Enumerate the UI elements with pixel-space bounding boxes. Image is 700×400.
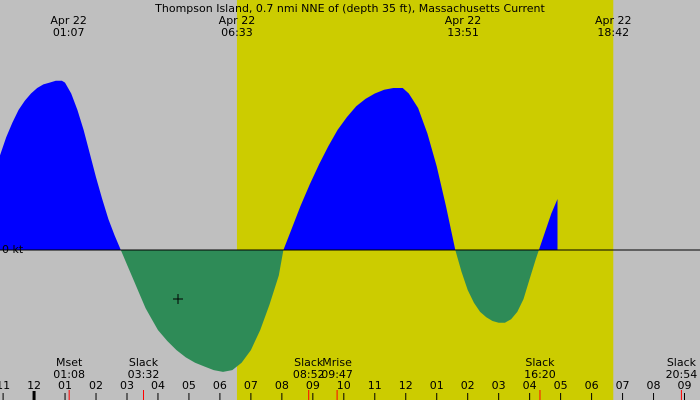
bottom-event-time: 20:54	[666, 368, 698, 381]
hour-tick-label: 02	[89, 379, 103, 392]
hour-tick-label: 07	[244, 379, 258, 392]
ebb-current-area	[120, 250, 284, 372]
top-event-date: Apr 22	[50, 14, 87, 27]
hour-tick-label: 04	[151, 379, 165, 392]
hour-tick-label: 03	[120, 379, 134, 392]
current-area-layer	[0, 80, 558, 372]
top-event-date: Apr 22	[595, 14, 632, 27]
bottom-event-label: Slack	[129, 356, 159, 369]
bottom-event-label: Mrise	[322, 356, 352, 369]
hour-tick-label: 08	[647, 379, 661, 392]
hour-tick-label: 11	[0, 379, 10, 392]
bottom-event-label: Slack	[667, 356, 697, 369]
top-event-date: Apr 22	[219, 14, 256, 27]
hour-tick-label: 07	[616, 379, 630, 392]
crosshair-icon	[173, 294, 183, 304]
chart-title: Thompson Island, 0.7 nmi NNE of (depth 3…	[154, 2, 545, 15]
hour-tick-label: 04	[523, 379, 537, 392]
top-event-time: 18:42	[597, 26, 629, 39]
top-event-date: Apr 22	[445, 14, 482, 27]
hour-tick-label: 11	[368, 379, 382, 392]
hour-tick-label: 12	[399, 379, 413, 392]
hour-tick-label: 05	[182, 379, 196, 392]
bottom-event-time: 08:52	[293, 368, 325, 381]
ebb-current-area	[455, 250, 539, 323]
hour-tick-label: 06	[213, 379, 227, 392]
flood-current-area	[538, 199, 558, 250]
hour-tick-label: 05	[554, 379, 568, 392]
bottom-event-label: Mset	[56, 356, 83, 369]
bottom-event-label: Slack	[525, 356, 555, 369]
bottom-event-label: Slack	[294, 356, 324, 369]
top-event-time: 06:33	[221, 26, 253, 39]
flood-current-area	[283, 88, 456, 250]
flood-current-area	[0, 80, 121, 250]
top-event-time: 01:07	[53, 26, 85, 39]
hour-tick-label: 10	[337, 379, 351, 392]
top-event-time: 13:51	[447, 26, 479, 39]
zero-label: 0 kt	[2, 243, 24, 256]
midnight-marker	[32, 391, 36, 400]
bottom-event-time: 01:08	[53, 368, 85, 381]
bottom-event-time: 03:32	[128, 368, 160, 381]
hour-tick-label: 09	[678, 379, 692, 392]
hour-tick-label: 01	[58, 379, 72, 392]
hour-tick-label: 03	[492, 379, 506, 392]
hour-tick-label: 08	[275, 379, 289, 392]
hour-tick-label: 06	[585, 379, 599, 392]
bottom-event-time: 16:20	[524, 368, 556, 381]
hour-tick-label: 09	[306, 379, 320, 392]
bottom-event-time: 09:47	[321, 368, 353, 381]
hour-tick-label: 12	[27, 379, 41, 392]
bottom-event-labels: Mset01:08Slack03:32Slack08:52Mrise09:47S…	[53, 356, 697, 400]
hour-tick-label: 01	[430, 379, 444, 392]
hour-tick-label: 02	[461, 379, 475, 392]
hour-axis: 11 12 01 02 03 04 05 06 07 08 09 10 11 12 01 02 03 04 05 06…	[0, 379, 692, 400]
